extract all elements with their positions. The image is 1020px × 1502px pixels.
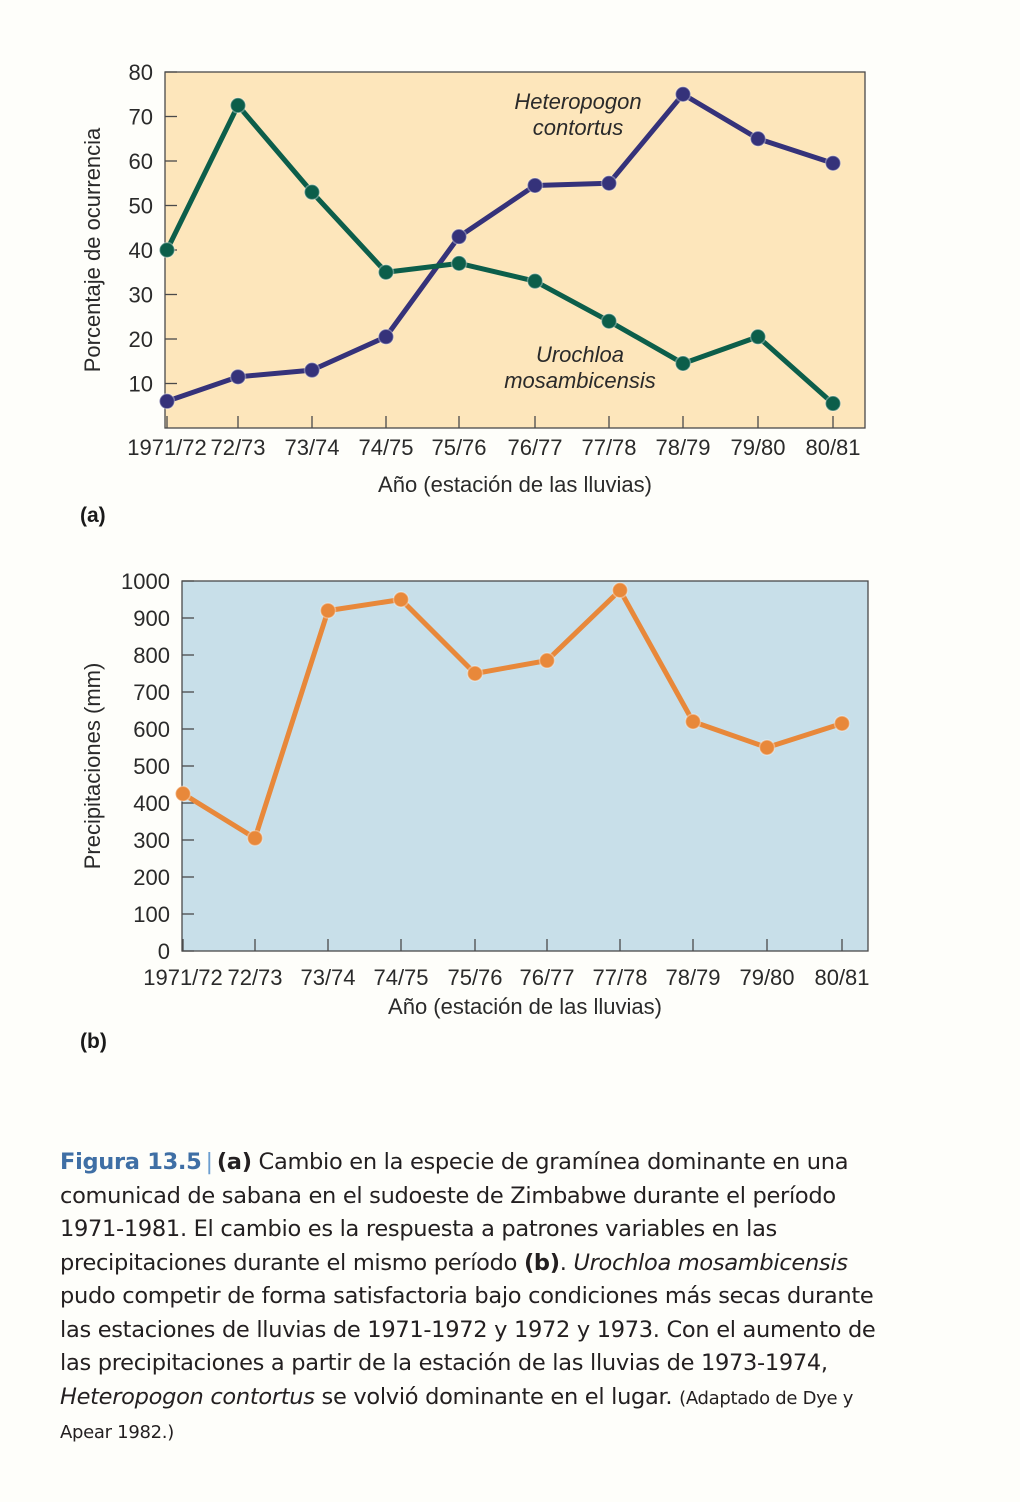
- panel-label-a: (a): [80, 504, 106, 527]
- series-line: [166, 91, 834, 404]
- y-axis-label: Precipitaciones (mm): [80, 663, 105, 870]
- data-point: [824, 154, 842, 172]
- y-tick-label: 60: [129, 149, 153, 174]
- x-tick-label: 76/77: [519, 965, 574, 990]
- x-tick-label: 76/77: [507, 435, 562, 460]
- x-tick-label: 73/74: [300, 965, 355, 990]
- data-point: [174, 785, 192, 802]
- data-point: [450, 228, 468, 245]
- data-point: [758, 739, 776, 756]
- series-line: [181, 587, 843, 841]
- x-tick-label: 74/75: [373, 965, 428, 990]
- caption-text-2: .: [559, 1249, 574, 1276]
- data-point: [303, 183, 321, 201]
- y-axis-label: Porcentaje de ocurrencia: [80, 127, 105, 372]
- data-point: [450, 255, 468, 272]
- figure-caption: Figura 13.5 | (a) Cambio en la especie de …: [60, 1146, 890, 1450]
- series-label: Urochloa: [536, 342, 624, 367]
- y-tick-label: 0: [158, 939, 170, 964]
- caption-ref-a: (a): [216, 1149, 252, 1175]
- data-point: [600, 175, 618, 192]
- caption-ref-b: (b): [523, 1249, 560, 1276]
- caption-figure-label: Figura 13.5: [60, 1149, 202, 1175]
- caption-separator: |: [205, 1149, 214, 1175]
- series-label: mosambicensis: [504, 368, 656, 393]
- caption-text-3: pudo competir de forma satisfactoria baj…: [60, 1283, 876, 1376]
- data-point: [303, 361, 321, 379]
- data-point: [158, 393, 176, 410]
- x-tick-label: 78/79: [665, 965, 720, 990]
- y-tick-label: 800: [133, 643, 170, 668]
- y-tick-label: 100: [133, 902, 170, 927]
- y-tick-label: 600: [133, 717, 170, 742]
- data-point: [749, 130, 767, 147]
- data-point: [824, 395, 842, 412]
- plot-area: [181, 580, 869, 952]
- chart-a: 10 20 30 40 50 60 70 80 1971/72 72/73 73/74 74/75 75…: [80, 60, 866, 497]
- x-tick-label: 73/74: [284, 435, 339, 460]
- x-tick-label: 72/73: [227, 965, 282, 990]
- x-tick-label: 1971/72: [143, 965, 223, 990]
- y-tick-label: 30: [129, 283, 153, 308]
- y-tick-label: 10: [129, 372, 153, 397]
- x-axis-label: Año (estación de las lluvias): [388, 994, 662, 1019]
- data-point: [674, 86, 692, 103]
- y-tick-label: 500: [133, 754, 170, 779]
- x-tick-label: 77/78: [581, 435, 636, 460]
- panel-label-b: (b): [80, 1030, 107, 1053]
- caption-text-1: Cambio en la especie de gramínea dominan…: [60, 1149, 849, 1276]
- series-line: [164, 102, 835, 406]
- data-point: [229, 368, 247, 386]
- data-point: [674, 355, 692, 372]
- x-tick-label: 80/81: [805, 435, 860, 460]
- caption-text-4: se volvió dominante en el lugar.: [314, 1383, 680, 1410]
- x-tick-label: 80/81: [814, 965, 869, 990]
- x-tick-label: 1971/72: [127, 435, 207, 460]
- y-tick-label: 1000: [121, 569, 170, 594]
- data-point: [229, 97, 247, 114]
- y-tick-label: 20: [129, 327, 153, 352]
- data-point: [749, 328, 767, 346]
- caption-species-urochloa: Urochloa mosambicensis: [573, 1249, 848, 1276]
- x-tick-label: 77/78: [592, 965, 647, 990]
- data-point: [158, 241, 176, 259]
- y-tick-label: 200: [133, 865, 170, 890]
- x-tick-label: 74/75: [358, 435, 413, 460]
- y-tick-label: 300: [133, 828, 170, 853]
- y-tick-label: 40: [129, 238, 153, 263]
- y-tick-label: 700: [133, 680, 170, 705]
- data-point: [600, 312, 618, 330]
- x-tick-label: 79/80: [730, 435, 785, 460]
- y-tick-label: 900: [133, 606, 170, 631]
- x-tick-label: 75/76: [447, 965, 502, 990]
- data-point: [526, 272, 544, 290]
- data-point: [611, 582, 629, 599]
- data-point: [833, 715, 851, 732]
- y-tick-label: 400: [133, 791, 170, 816]
- data-point: [684, 713, 702, 730]
- x-tick-label: 78/79: [655, 435, 710, 460]
- series-label: Heteropogon: [514, 89, 641, 114]
- y-tick-label: 70: [129, 105, 153, 130]
- data-point: [246, 829, 264, 847]
- data-point: [526, 177, 544, 194]
- x-axis-label: Año (estación de las lluvias): [378, 472, 652, 497]
- y-tick-label: 50: [129, 194, 153, 219]
- x-tick-label: 75/76: [431, 435, 486, 460]
- x-tick-label: 79/80: [739, 965, 794, 990]
- data-point: [377, 264, 395, 281]
- caption-species-heteropogon: Heteropogon contortus: [60, 1383, 315, 1410]
- data-point: [319, 602, 337, 619]
- data-point: [466, 665, 484, 682]
- x-tick-label: 72/73: [210, 435, 265, 460]
- data-point: [392, 591, 410, 608]
- caption-source: (Adaptado de Dye y Apear 1982.): [60, 1387, 854, 1444]
- series-label: contortus: [533, 115, 624, 140]
- data-point: [538, 652, 556, 669]
- y-tick-label: 80: [129, 60, 153, 85]
- data-point: [377, 328, 395, 346]
